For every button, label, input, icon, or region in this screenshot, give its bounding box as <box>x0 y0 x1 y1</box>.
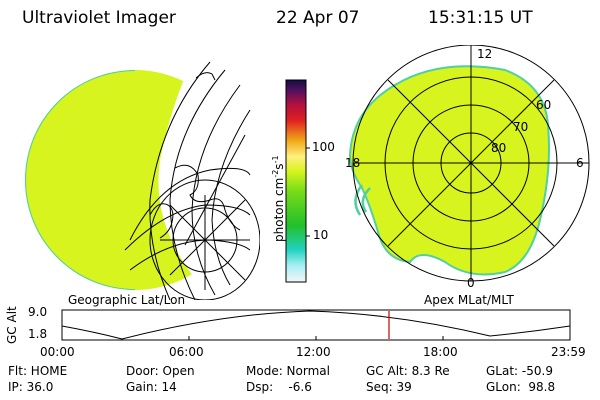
altplot-xtick-2: 12:00 <box>296 345 331 359</box>
instrument-title: Ultraviolet Imager <box>22 8 176 28</box>
mlat-label-60: 60 <box>536 98 552 112</box>
altplot-xtick-0: 00:00 <box>40 345 75 359</box>
altitude-plot <box>61 309 571 341</box>
dsp-value: Dsp: -6.6 <box>246 380 312 394</box>
mlat-label-80: 80 <box>491 141 507 155</box>
altplot-xtick-4: 23:59 <box>551 345 586 359</box>
mlat-label-70: 70 <box>513 120 529 134</box>
altplot-xtick-3: 18:00 <box>423 345 458 359</box>
gain-value: Gain: 14 <box>126 380 177 394</box>
mlt-label-12: 12 <box>477 47 493 61</box>
right-panel-label: Apex MLat/MLT <box>424 293 514 307</box>
mode-status: Mode: Normal <box>246 364 330 378</box>
flight-status: Flt: HOME <box>8 364 68 378</box>
altplot-ylabel: GC Alt <box>5 306 19 344</box>
geographic-image <box>25 61 260 300</box>
colorbar-tick-10: 10 <box>313 228 329 242</box>
time-label: 15:31:15 UT <box>428 8 533 28</box>
door-status: Door: Open <box>126 364 195 378</box>
left-panel-label: Geographic Lat/Lon <box>68 293 186 307</box>
mlt-label-6: 6 <box>576 156 584 170</box>
altplot-ymin: 1.8 <box>28 327 48 341</box>
altplot-xtick-1: 06:00 <box>169 345 204 359</box>
altplot-ymax: 9.0 <box>28 305 48 319</box>
colorbar-tick-100: 100 <box>312 140 335 154</box>
geo-longitude: GLon: 98.8 <box>486 380 556 394</box>
ip-value: IP: 36.0 <box>8 380 54 394</box>
sequence-number: Seq: 39 <box>366 380 412 394</box>
colorbar-title: photon cm-2s-1 <box>271 155 286 242</box>
mlt-label-18: 18 <box>345 156 361 170</box>
polar-mlt-plot <box>348 45 590 282</box>
gc-altitude: GC Alt: 8.3 Re <box>366 364 450 378</box>
geo-latitude: GLat: -50.9 <box>486 364 553 378</box>
mlt-label-0: 0 <box>467 276 475 290</box>
colorbar <box>285 79 310 283</box>
date-label: 22 Apr 07 <box>276 8 360 28</box>
